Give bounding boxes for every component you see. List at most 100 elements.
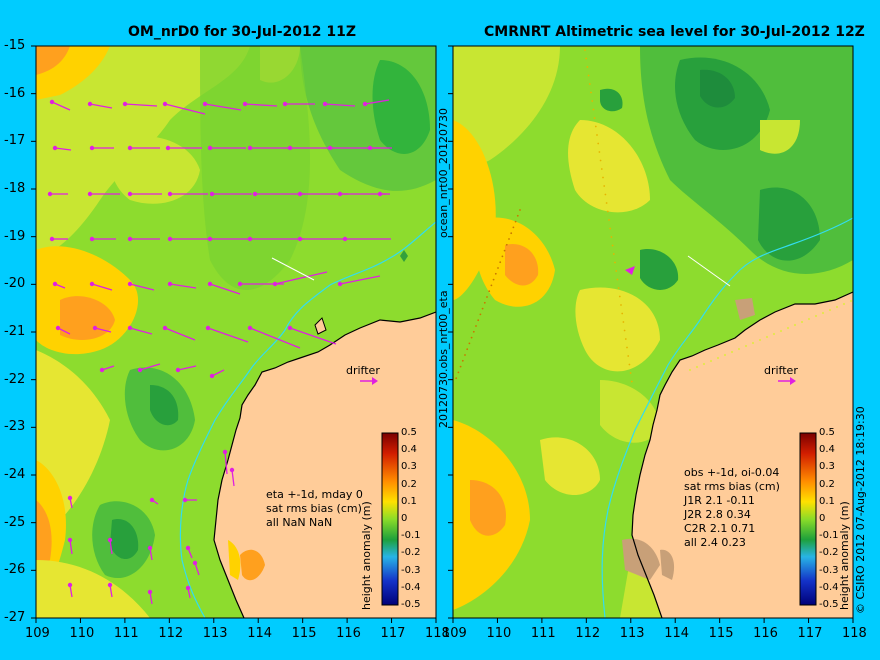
y-tick-label: -22 <box>4 371 26 387</box>
colorbar-tick-label: -0.5 <box>401 599 421 610</box>
right-x-tick-label: 113 <box>619 626 645 641</box>
track-dot <box>615 270 618 272</box>
vector-arrow <box>289 327 337 345</box>
track-dot <box>594 125 597 128</box>
track-dot <box>744 344 748 348</box>
vector-arrow-head <box>149 497 155 503</box>
track-dot <box>519 209 521 211</box>
right-x-tick-label: 116 <box>753 626 778 641</box>
track-dot <box>508 238 510 240</box>
right-x-tick-label: 114 <box>664 626 690 641</box>
left-x-tick-label: 116 <box>336 626 361 641</box>
drifter-track <box>271 257 315 281</box>
isobath-line <box>601 217 853 618</box>
track-dot <box>490 284 493 287</box>
right-map <box>453 46 853 618</box>
vector-arrow-head <box>237 281 243 287</box>
vector-arrow-head <box>127 191 133 197</box>
track-dot <box>849 299 853 303</box>
vector-arrow <box>207 327 249 343</box>
left-drifter-label: drifter <box>346 364 380 377</box>
y-tick-label: -16 <box>4 85 26 101</box>
vector-arrow-head <box>87 191 93 197</box>
vector-arrow-head <box>127 281 133 287</box>
vector-arrow-head <box>297 191 303 197</box>
colorbar-tick-label: -0.3 <box>819 564 839 576</box>
vector-arrow-head <box>49 236 55 242</box>
track-dot <box>461 359 464 362</box>
track-dot <box>723 353 727 357</box>
track-dot <box>835 305 839 309</box>
vector-arrow-head <box>137 367 143 373</box>
vector-arrow-head <box>127 325 133 331</box>
vector-arrow-head <box>67 537 73 543</box>
vector-arrow-head <box>229 467 235 473</box>
anomaly-patch <box>36 46 250 260</box>
vector-arrow <box>164 327 196 341</box>
track-dot <box>793 323 797 327</box>
track-dot <box>593 117 596 119</box>
track-dot <box>758 338 762 342</box>
stats-line: all 2.4 0.23 <box>684 536 746 549</box>
vector-arrow-head <box>127 236 133 242</box>
left-x-tick-label: 117 <box>380 626 406 641</box>
vector-arrow-head <box>327 145 333 151</box>
track-dot <box>600 168 603 170</box>
anomaly-patch <box>470 480 506 536</box>
track-dot <box>488 290 491 293</box>
track-dot <box>611 244 614 247</box>
vector-arrow-head <box>297 236 303 242</box>
anomaly-patch <box>150 385 179 426</box>
australia-land <box>632 292 853 618</box>
vector-arrow <box>51 101 71 111</box>
colorbar-tick-label: 0.5 <box>401 427 417 438</box>
track-dot <box>464 354 466 356</box>
track-dot <box>786 326 790 330</box>
vector-arrow-head <box>122 101 128 107</box>
vector-arrow-head <box>247 236 253 242</box>
colorbar-tick-label: 0.2 <box>401 478 417 490</box>
left-map <box>36 46 436 618</box>
vector-arrow-head <box>342 236 348 242</box>
track-dot <box>455 377 458 380</box>
track-dot <box>620 304 622 306</box>
track-dot <box>606 210 609 213</box>
track-dot <box>479 313 482 316</box>
vector-arrow-head <box>362 101 368 107</box>
vector-arrow-head <box>52 145 58 151</box>
vector-arrow <box>89 103 113 109</box>
vector-arrow-head <box>89 236 95 242</box>
anomaly-patch <box>600 380 660 443</box>
right-x-tick-label: 111 <box>530 626 556 641</box>
middle-file-label-top: ocean_nrt00_20120730 <box>437 107 450 238</box>
vector-arrow <box>54 147 72 151</box>
vector-arrow <box>69 539 73 555</box>
track-dot <box>468 342 471 345</box>
right-x-tick-label: 112 <box>575 626 601 641</box>
vector-arrow-head <box>337 281 343 287</box>
shelf-mask <box>622 538 660 580</box>
track-dot <box>459 365 462 368</box>
y-tick-label: -18 <box>4 181 26 196</box>
y-tick-label: -26 <box>4 562 26 578</box>
track-dot <box>765 335 769 339</box>
colorbar-tick-label: 0.4 <box>819 444 835 456</box>
track-dot <box>494 272 497 275</box>
track-dot <box>501 255 504 258</box>
vector-arrow-head <box>287 325 293 331</box>
vector-arrow-head <box>147 545 153 551</box>
track-dot <box>828 308 832 312</box>
track-dot <box>602 176 604 179</box>
shelf-mask <box>735 298 755 320</box>
track-dot <box>807 317 811 321</box>
colorbar-tick-label: 0.1 <box>819 495 835 507</box>
current-vectors <box>47 99 392 605</box>
vector-arrow-head <box>107 582 113 588</box>
track-dot <box>616 278 619 281</box>
colorbar-tick-label: 0.5 <box>819 427 835 438</box>
right-drifter-label: drifter <box>764 364 798 377</box>
vector-arrow-head <box>55 325 61 331</box>
coastline <box>213 311 436 618</box>
drifter-track <box>687 255 731 287</box>
